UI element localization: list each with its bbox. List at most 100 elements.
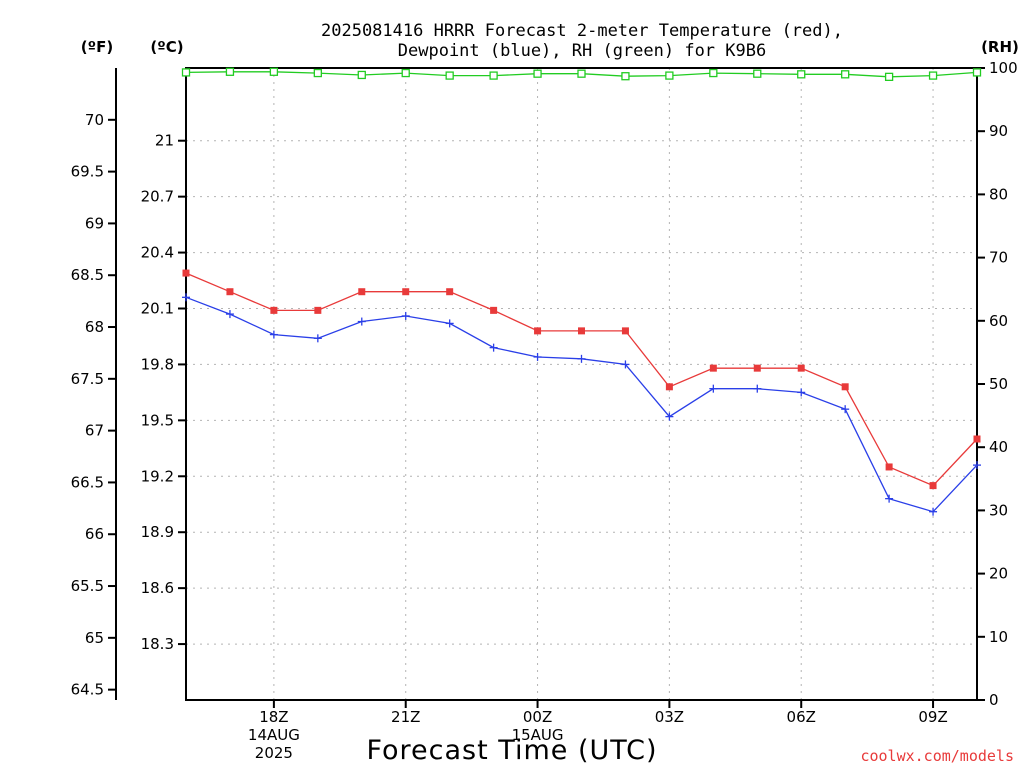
rh-tick-label: 60 xyxy=(989,312,1008,330)
data-point xyxy=(313,68,322,78)
time-tick-label: 15AUG xyxy=(512,726,564,744)
fahrenheit-tick-label: 68.5 xyxy=(71,266,104,284)
rh-tick-label: 0 xyxy=(989,691,999,709)
rh-tick-label: 10 xyxy=(989,628,1008,646)
data-point xyxy=(401,311,410,320)
fahrenheit-tick-label: 67.5 xyxy=(71,370,104,388)
data-point xyxy=(357,317,366,326)
data-point xyxy=(358,288,366,296)
fahrenheit-tick-label: 66.5 xyxy=(71,473,104,491)
data-point xyxy=(445,71,454,80)
fahrenheit-tick-label: 70 xyxy=(85,111,104,129)
rh-tick-label: 90 xyxy=(989,122,1008,140)
time-tick-label: 2025 xyxy=(255,744,293,762)
celsius-tick-label: 21 xyxy=(155,132,174,150)
rh-tick-label: 30 xyxy=(989,501,1008,519)
data-point xyxy=(709,68,718,78)
fahrenheit-tick-label: 69 xyxy=(85,214,104,232)
data-point xyxy=(885,494,894,503)
data-point xyxy=(401,68,410,78)
data-point xyxy=(665,383,673,391)
fahrenheit-tick-label: 66 xyxy=(85,525,104,543)
celsius-tick-label: 19.8 xyxy=(141,355,174,373)
rh-tick-label: 50 xyxy=(989,375,1008,393)
rh-tick-label: 20 xyxy=(989,565,1008,583)
data-point xyxy=(489,343,498,352)
time-tick-label: 14AUG xyxy=(248,726,300,744)
data-point xyxy=(841,70,850,79)
data-point xyxy=(533,69,542,78)
data-point xyxy=(357,70,366,80)
grid-lines xyxy=(186,68,977,700)
chart-title-line-1: 2025081416 HRRR Forecast 2-meter Tempera… xyxy=(321,21,843,41)
series-line-temperature xyxy=(185,272,978,487)
fahrenheit-tick-label: 69.5 xyxy=(71,163,104,181)
data-point xyxy=(753,69,762,78)
data-point xyxy=(841,383,849,391)
time-tick-label: 09Z xyxy=(918,708,947,726)
celsius-tick-label: 18.9 xyxy=(141,523,174,541)
fahrenheit-tick-label: 65.5 xyxy=(71,577,104,595)
data-point xyxy=(225,67,235,76)
fahrenheit-tick-label: 65 xyxy=(85,629,104,647)
rh-tick-label: 80 xyxy=(989,185,1008,203)
data-point xyxy=(226,288,234,296)
data-point xyxy=(665,412,674,421)
data-point xyxy=(621,72,630,81)
celsius-tick-label: 19.2 xyxy=(141,467,174,485)
data-point xyxy=(797,388,806,397)
data-point xyxy=(269,330,278,339)
time-tick-label: 00Z xyxy=(523,708,552,726)
data-point xyxy=(578,327,585,335)
data-point xyxy=(445,319,454,328)
celsius-tick-label: 20.1 xyxy=(141,299,174,317)
data-point xyxy=(490,306,498,314)
credit-link[interactable]: coolwx.com/models xyxy=(860,747,1014,765)
data-point xyxy=(797,70,806,79)
celsius-tick-label: 19.5 xyxy=(141,411,174,429)
data-point xyxy=(929,482,937,490)
data-point xyxy=(841,405,850,414)
data-point xyxy=(270,306,278,314)
data-point xyxy=(621,327,629,335)
time-tick-label: 18Z xyxy=(259,708,288,726)
rh-tick-label: 100 xyxy=(989,59,1018,77)
celsius-tick-label: 18.6 xyxy=(141,579,174,597)
data-point xyxy=(577,354,586,363)
data-point xyxy=(313,334,322,343)
data-point xyxy=(314,306,322,314)
data-point xyxy=(928,71,938,80)
rh-axis: 0 10 20 30 40 50 60 70 80 90 100 xyxy=(977,59,1018,709)
time-tick-label: 03Z xyxy=(655,708,684,726)
plot-frame xyxy=(185,67,978,701)
fahrenheit-tick-label: 68 xyxy=(85,318,104,336)
data-point xyxy=(621,360,630,369)
time-tick-label: 21Z xyxy=(391,708,420,726)
fahrenheit-unit-label: (ºF) xyxy=(81,38,113,56)
fahrenheit-axis: 64.5 65 65.5 66 66.5 67 67.5 68 68.5 69 69.5 70 xyxy=(71,68,117,700)
fahrenheit-tick-label: 64.5 xyxy=(71,681,104,699)
data-point xyxy=(709,364,717,372)
data-point xyxy=(753,384,762,393)
celsius-axis: 18.3 18.6 18.9 19.2 19.5 19.8 20.1 20.4 20.7 21 xyxy=(141,132,186,653)
x-axis-title: Forecast Time (UTC) xyxy=(366,735,657,766)
data-point xyxy=(797,364,805,372)
data-point xyxy=(577,69,586,78)
data-point xyxy=(181,68,191,77)
celsius-tick-label: 18.3 xyxy=(141,635,174,653)
celsius-tick-label: 20.7 xyxy=(141,188,174,206)
data-point xyxy=(885,463,893,471)
time-tick-label: 06Z xyxy=(787,708,816,726)
data-point xyxy=(182,269,190,277)
data-point xyxy=(402,288,410,296)
data-point xyxy=(446,288,454,296)
data-point xyxy=(534,327,542,335)
series-dewpoint xyxy=(182,293,981,516)
data-series xyxy=(181,67,982,516)
data-point xyxy=(665,71,674,80)
rh-tick-label: 70 xyxy=(989,249,1008,267)
data-point xyxy=(929,507,938,516)
series-temperature xyxy=(182,269,981,490)
celsius-unit-label: (ºC) xyxy=(150,38,183,56)
series-rh xyxy=(181,67,982,81)
